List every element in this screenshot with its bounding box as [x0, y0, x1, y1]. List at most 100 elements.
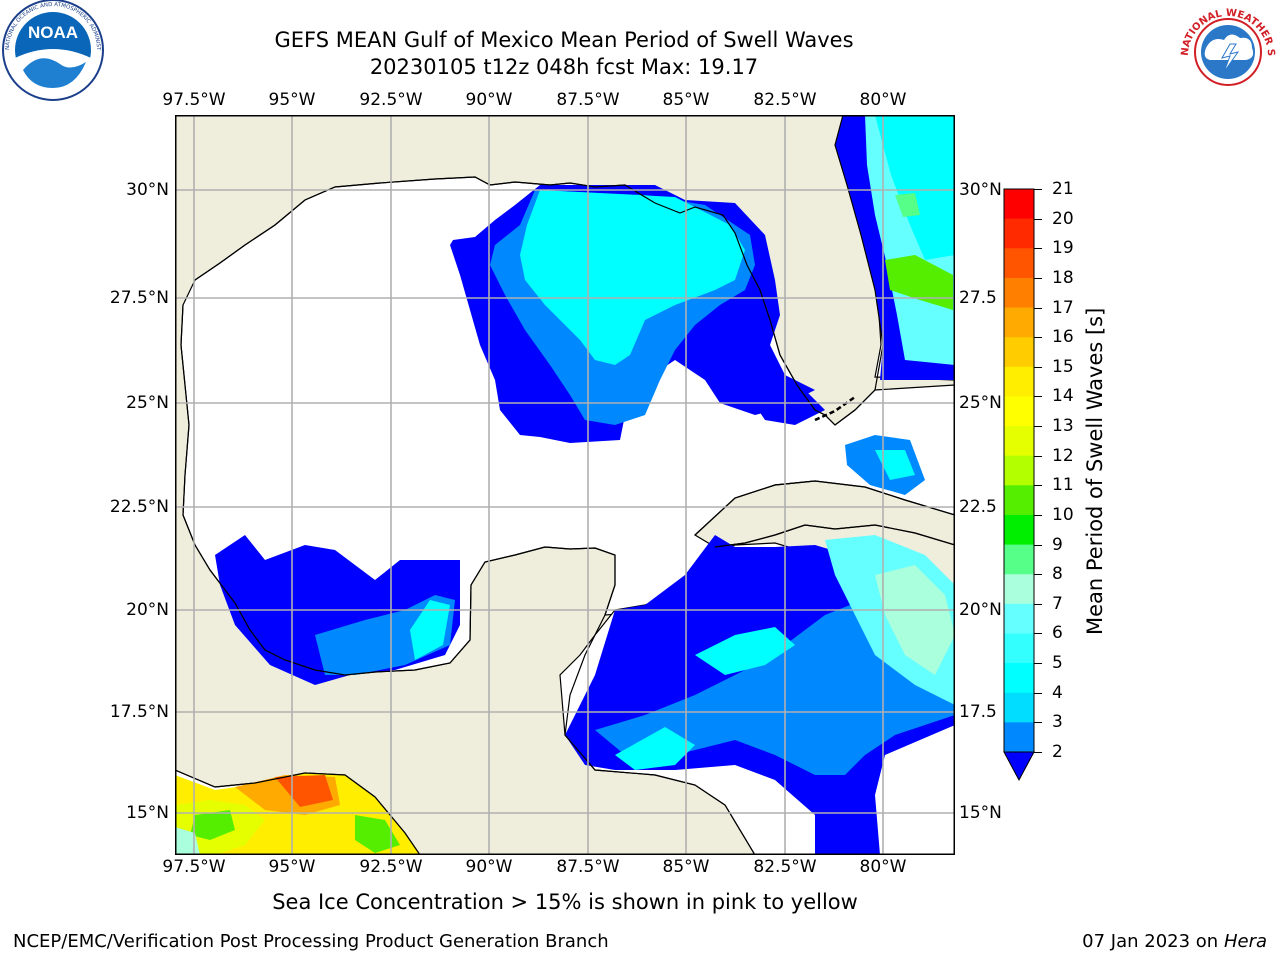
lat-tick-right: 15°N [959, 803, 1002, 823]
colorbar-swatch [1004, 514, 1034, 546]
colorbar-swatch [1004, 366, 1034, 397]
colorbar-swatch [1004, 396, 1034, 427]
map-subtitle: 20230105 t12z 048h fcst Max: 19.17 [369, 55, 759, 79]
colorbar [1003, 188, 1035, 782]
lat-tick-right: 22.5 [959, 497, 997, 517]
colorbar-swatch [1004, 603, 1034, 634]
graticule [175, 115, 955, 855]
lon-tick-top: 80°W [859, 90, 907, 110]
colorbar-tick-mark [1034, 663, 1042, 665]
footer-date: 07 Jan 2023 on [1082, 931, 1224, 952]
colorbar-tick-mark [1034, 277, 1042, 279]
colorbar-tick-mark [1034, 514, 1042, 516]
lon-tick-top: 85°W [662, 90, 710, 110]
colorbar-extend-arrow [1003, 751, 1035, 782]
colorbar-tick-mark [1034, 485, 1042, 487]
lat-tick-right: 17.5 [959, 702, 997, 722]
lon-tick-bottom: 80°W [859, 857, 907, 877]
lat-tick-left: 25°N [126, 393, 169, 413]
colorbar-swatch [1004, 663, 1034, 694]
colorbar-tick-label: 12 [1052, 445, 1074, 466]
colorbar-tick-mark [1034, 633, 1042, 635]
lat-tick-right: 20°N [959, 600, 1002, 620]
coastline [175, 115, 955, 855]
colorbar-tick-label: 7 [1052, 593, 1063, 614]
colorbar-tick-mark [1034, 722, 1042, 724]
colorbar-tick-mark [1034, 218, 1042, 220]
lat-tick-left: 17.5°N [109, 702, 169, 722]
colorbar-tick-label: 21 [1052, 179, 1074, 199]
colorbar-tick-mark [1034, 752, 1042, 753]
map-title: GEFS MEAN Gulf of Mexico Mean Period of … [274, 28, 854, 52]
footer-credit: NCEP/EMC/Verification Post Processing Pr… [13, 931, 609, 952]
noaa-wordmark: NOAA [28, 23, 78, 42]
lon-tick-top: 97.5°W [162, 90, 226, 110]
colorbar-swatch [1004, 722, 1034, 753]
colorbar-tick-mark [1034, 426, 1042, 428]
lat-tick-right: 30°N [959, 180, 1002, 200]
colorbar-swatch [1004, 544, 1034, 575]
colorbar-tick-mark [1034, 248, 1042, 250]
lat-tick-left: 22.5°N [109, 497, 169, 517]
noaa-logo: NOAA NATIONAL OCEANIC AND ATMOSPHERIC AD… [0, 0, 104, 101]
colorbar-tick-label: 8 [1052, 564, 1063, 585]
colorbar-swatch [1004, 307, 1034, 338]
colorbar-tick-label: 11 [1052, 475, 1074, 496]
colorbar-tick-mark [1034, 692, 1042, 694]
map-panel [175, 115, 955, 855]
colorbar-tick-label: 2 [1052, 742, 1063, 762]
lon-tick-top: 82.5°W [753, 90, 817, 110]
colorbar-tick-mark [1034, 574, 1042, 576]
colorbar-swatch [1004, 277, 1034, 309]
colorbar-tick-mark [1034, 455, 1042, 457]
colorbar-tick-label: 17 [1052, 297, 1074, 318]
colorbar-frame [1003, 188, 1035, 753]
colorbar-tick-label: 4 [1052, 682, 1063, 703]
colorbar-swatch [1004, 218, 1034, 249]
sea-ice-note: Sea Ice Concentration > 15% is shown in … [272, 890, 858, 914]
colorbar-swatch [1004, 692, 1034, 723]
colorbar-swatch [1004, 248, 1034, 279]
lon-tick-bottom: 95°W [268, 857, 316, 877]
swell-period-contours [175, 115, 955, 855]
colorbar-tick-mark [1034, 189, 1042, 190]
colorbar-swatch [1004, 426, 1034, 457]
lat-tick-right: 25°N [959, 393, 1002, 413]
colorbar-tick-label: 15 [1052, 356, 1074, 377]
lon-tick-bottom: 90°W [465, 857, 513, 877]
colorbar-tick-label: 6 [1052, 623, 1063, 644]
lon-tick-top: 95°W [268, 90, 316, 110]
colorbar-swatch [1004, 485, 1034, 516]
lon-tick-bottom: 97.5°W [162, 857, 226, 877]
lat-tick-right: 27.5 [959, 288, 997, 308]
colorbar-tick-label: 14 [1052, 386, 1074, 407]
colorbar-tick-label: 3 [1052, 712, 1063, 733]
lon-tick-top: 87.5°W [556, 90, 620, 110]
colorbar-tick-mark [1034, 544, 1042, 546]
colorbar-tick-label: 5 [1052, 653, 1063, 674]
colorbar-tick-mark [1034, 603, 1042, 605]
lon-tick-bottom: 82.5°W [753, 857, 817, 877]
footer-host: Hera [1223, 931, 1267, 952]
colorbar-tick-mark [1034, 366, 1042, 368]
lon-tick-top: 90°W [465, 90, 513, 110]
colorbar-tick-label: 20 [1052, 208, 1074, 229]
lon-tick-top: 92.5°W [359, 90, 423, 110]
colorbar-tick-label: 18 [1052, 267, 1074, 288]
lon-tick-bottom: 87.5°W [556, 857, 620, 877]
footer-timestamp: 07 Jan 2023 on Hera [1082, 931, 1267, 952]
colorbar-tick-mark [1034, 307, 1042, 309]
map-frame [175, 115, 955, 855]
lat-tick-left: 20°N [126, 600, 169, 620]
colorbar-tick-mark [1034, 396, 1042, 398]
colorbar-tick-label: 19 [1052, 238, 1074, 259]
colorbar-swatch [1004, 455, 1034, 486]
colorbar-swatch [1004, 633, 1034, 664]
lat-tick-left: 15°N [126, 803, 169, 823]
lon-tick-bottom: 85°W [662, 857, 710, 877]
colorbar-tick-mark [1034, 337, 1042, 339]
lat-tick-left: 30°N [126, 180, 169, 200]
colorbar-label: Mean Period of Swell Waves [s] [1083, 307, 1107, 635]
colorbar-swatch [1004, 574, 1034, 605]
colorbar-swatch [1004, 189, 1034, 220]
